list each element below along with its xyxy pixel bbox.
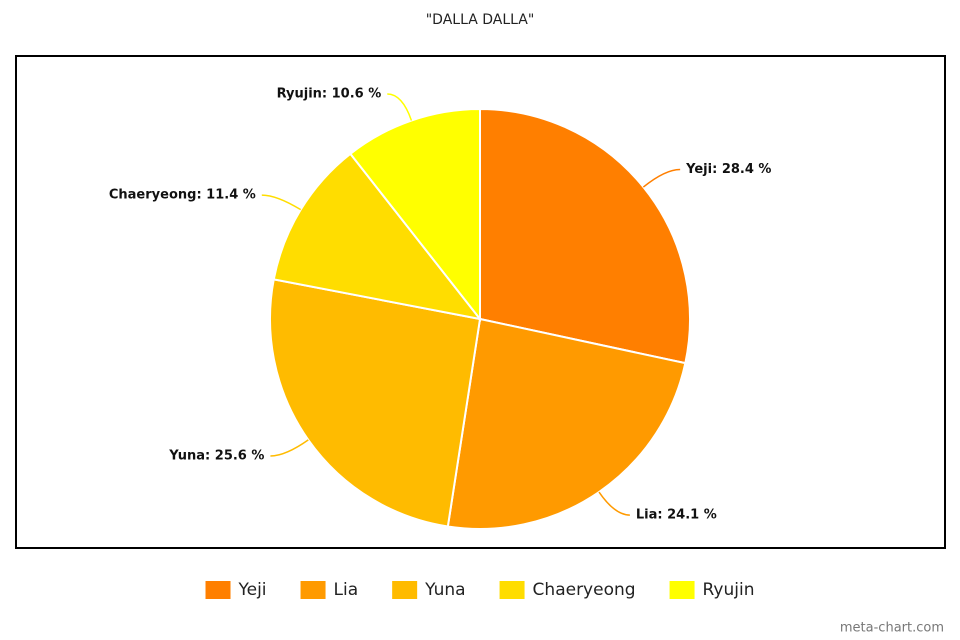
pie-slice [479, 107, 691, 365]
data-label: Yuna: 25.6 % [168, 449, 264, 464]
legend-label: Chaeryeong [533, 580, 636, 600]
plot-frame [15, 55, 946, 549]
data-label: Yeji: 28.4 % [685, 162, 771, 177]
leader-line [270, 439, 309, 457]
data-label: Ryujin: 10.6 % [277, 87, 382, 102]
leader-line [598, 491, 630, 516]
leader-line [261, 194, 302, 211]
data-label: Chaeryeong: 11.4 % [109, 188, 256, 203]
data-label: Lia: 24.1 % [636, 508, 717, 523]
chart-title: "DALLA DALLA" [426, 12, 535, 28]
legend-label: Lia [334, 580, 359, 600]
watermark: meta-chart.com [840, 621, 944, 636]
legend-swatch [669, 581, 695, 599]
leader-line [642, 168, 681, 188]
legend-swatch [205, 581, 231, 599]
pie-slice [446, 317, 687, 530]
pie-slice [272, 152, 483, 321]
legend-label: Ryujin [703, 580, 755, 600]
legend-swatch [392, 581, 418, 599]
legend-swatch [300, 581, 326, 599]
leader-line [387, 93, 413, 121]
legend-label: Yuna [424, 580, 465, 600]
legend-swatch [499, 581, 525, 599]
legend-label: Yeji [238, 580, 267, 600]
